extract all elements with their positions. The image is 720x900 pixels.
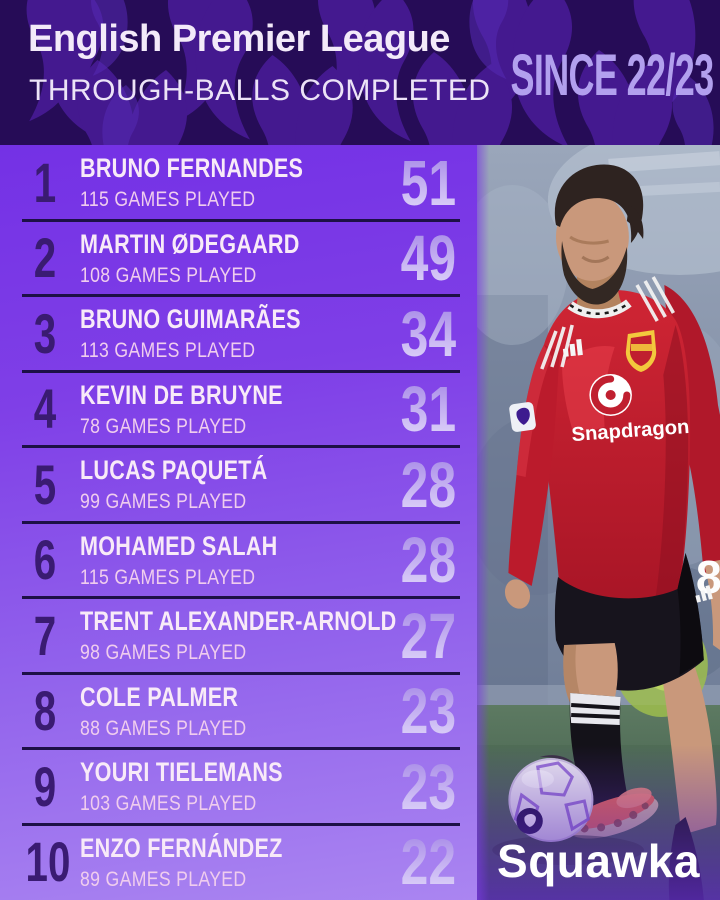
rank-number: 5 bbox=[33, 452, 57, 516]
page-subtitle: THROUGH-BALLS COMPLETED bbox=[29, 74, 491, 107]
rank-number: 9 bbox=[33, 754, 57, 818]
rank-number: 8 bbox=[33, 679, 57, 743]
games-played: 108 GAMES PLAYED bbox=[80, 263, 257, 287]
games-played: 103 GAMES PLAYED bbox=[80, 792, 257, 816]
player-name: MOHAMED SALAH bbox=[80, 530, 278, 561]
list-item: 1 BRUNO FERNANDES 115 GAMES PLAYED 51 bbox=[0, 145, 477, 221]
page-title: English Premier League bbox=[28, 18, 450, 60]
through-balls-count: 27 bbox=[400, 599, 456, 672]
through-balls-count: 28 bbox=[400, 524, 456, 597]
rank-number: 4 bbox=[33, 377, 57, 441]
games-played: 115 GAMES PLAYED bbox=[80, 188, 256, 212]
rank-number: 7 bbox=[33, 603, 57, 667]
header: English Premier League THROUGH-BALLS COM… bbox=[0, 0, 720, 145]
through-balls-count: 31 bbox=[400, 373, 456, 446]
games-played: 89 GAMES PLAYED bbox=[80, 867, 247, 891]
player-figure: Snapdragon 8 bbox=[504, 164, 720, 900]
sponsor-logo bbox=[589, 374, 632, 416]
since-label: SINCE 22/23 bbox=[510, 43, 715, 108]
rank-number: 3 bbox=[33, 301, 57, 365]
ranking-list: 1 BRUNO FERNANDES 115 GAMES PLAYED 51 2 … bbox=[0, 145, 477, 900]
player-name: BRUNO GUIMARÃES bbox=[80, 304, 301, 335]
through-balls-count: 28 bbox=[400, 448, 456, 521]
player-name: TRENT ALEXANDER-ARNOLD bbox=[80, 606, 397, 637]
through-balls-count: 22 bbox=[400, 826, 456, 899]
player-info: TRENT ALEXANDER-ARNOLD 98 GAMES PLAYED bbox=[80, 606, 397, 665]
list-item: 5 LUCAS PAQUETÁ 99 GAMES PLAYED 28 bbox=[0, 447, 477, 523]
rank-number: 6 bbox=[33, 528, 57, 592]
games-played: 98 GAMES PLAYED bbox=[80, 641, 247, 665]
games-played: 115 GAMES PLAYED bbox=[80, 565, 256, 589]
through-balls-count: 23 bbox=[400, 750, 456, 823]
list-item: 6 MOHAMED SALAH 115 GAMES PLAYED 28 bbox=[0, 523, 477, 599]
squawka-logo: Squawka bbox=[497, 835, 700, 887]
player-info: MARTIN ØDEGAARD 108 GAMES PLAYED bbox=[80, 229, 385, 288]
list-item: 10 ENZO FERNÁNDEZ 89 GAMES PLAYED 22 bbox=[0, 825, 477, 900]
list-item: 2 MARTIN ØDEGAARD 108 GAMES PLAYED 49 bbox=[0, 221, 477, 297]
player-info: ENZO FERNÁNDEZ 89 GAMES PLAYED bbox=[80, 833, 385, 892]
player-info: YOURI TIELEMANS 103 GAMES PLAYED bbox=[80, 757, 385, 816]
games-played: 78 GAMES PLAYED bbox=[80, 414, 247, 438]
player-name: LUCAS PAQUETÁ bbox=[80, 455, 268, 486]
rank-number: 1 bbox=[33, 150, 57, 214]
list-item: 9 YOURI TIELEMANS 103 GAMES PLAYED 23 bbox=[0, 749, 477, 825]
player-info: BRUNO FERNANDES 115 GAMES PLAYED bbox=[80, 153, 385, 212]
player-name: YOURI TIELEMANS bbox=[80, 757, 283, 788]
player-photo: Snapdragon 8 bbox=[477, 145, 720, 900]
player-illustration: Snapdragon 8 bbox=[477, 145, 720, 900]
flame-pattern-background bbox=[0, 0, 720, 145]
games-played: 99 GAMES PLAYED bbox=[80, 490, 247, 514]
player-info: BRUNO GUIMARÃES 113 GAMES PLAYED bbox=[80, 304, 385, 363]
player-info: COLE PALMER 88 GAMES PLAYED bbox=[80, 682, 385, 741]
games-played: 88 GAMES PLAYED bbox=[80, 716, 247, 740]
games-played: 113 GAMES PLAYED bbox=[80, 339, 256, 363]
rank-number: 2 bbox=[33, 226, 57, 290]
rank-number: 10 bbox=[25, 830, 71, 894]
player-name: COLE PALMER bbox=[80, 681, 239, 712]
player-name: ENZO FERNÁNDEZ bbox=[80, 832, 283, 863]
list-item: 3 BRUNO GUIMARÃES 113 GAMES PLAYED 34 bbox=[0, 296, 477, 372]
list-item: 4 KEVIN DE BRUYNE 78 GAMES PLAYED 31 bbox=[0, 372, 477, 448]
player-info: KEVIN DE BRUYNE 78 GAMES PLAYED bbox=[80, 380, 385, 439]
player-info: MOHAMED SALAH 115 GAMES PLAYED bbox=[80, 531, 385, 590]
player-name: BRUNO FERNANDES bbox=[80, 153, 304, 184]
player-info: LUCAS PAQUETÁ 99 GAMES PLAYED bbox=[80, 455, 385, 514]
player-name: MARTIN ØDEGAARD bbox=[80, 228, 300, 259]
through-balls-count: 23 bbox=[400, 675, 456, 748]
list-item: 7 TRENT ALEXANDER-ARNOLD 98 GAMES PLAYED… bbox=[0, 598, 477, 674]
through-balls-count: 51 bbox=[400, 146, 456, 219]
through-balls-count: 49 bbox=[400, 222, 456, 295]
through-balls-count: 34 bbox=[400, 297, 456, 370]
list-item: 8 COLE PALMER 88 GAMES PLAYED 23 bbox=[0, 674, 477, 750]
player-name: KEVIN DE BRUYNE bbox=[80, 379, 283, 410]
